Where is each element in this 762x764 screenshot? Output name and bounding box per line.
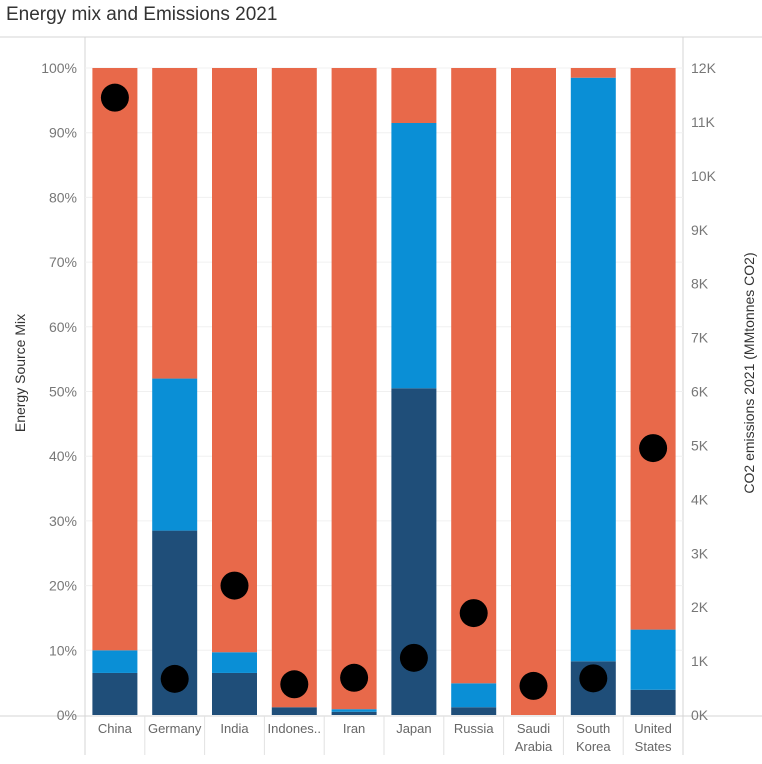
category-label: Korea xyxy=(576,739,611,754)
bar-segment-1-indones-[interactable] xyxy=(272,707,317,715)
y2-tick-label: 6K xyxy=(691,384,709,400)
category-label: Germany xyxy=(148,721,202,736)
category-label: Iran xyxy=(343,721,365,736)
bar-segment-1-united-states[interactable] xyxy=(631,690,676,715)
bar-segment-1-india[interactable] xyxy=(212,673,257,715)
y-tick-label: 50% xyxy=(49,384,77,400)
bar-segment-3-india[interactable] xyxy=(212,68,257,652)
emission-dot-japan[interactable] xyxy=(400,644,428,672)
bar-segment-2-russia[interactable] xyxy=(451,683,496,707)
category-label: Japan xyxy=(396,721,431,736)
bar-segment-3-china[interactable] xyxy=(92,68,137,650)
bar-segment-1-china[interactable] xyxy=(92,673,137,715)
y2-tick-label: 11K xyxy=(691,114,716,130)
y2-tick-label: 4K xyxy=(691,491,709,507)
bar-segment-2-united-states[interactable] xyxy=(631,630,676,690)
bar-segment-2-china[interactable] xyxy=(92,650,137,673)
bar-segment-3-saudi-arabia[interactable] xyxy=(511,68,556,715)
y-tick-label: 100% xyxy=(41,60,77,76)
y2-tick-label: 1K xyxy=(691,653,709,669)
emission-dot-iran[interactable] xyxy=(340,664,368,692)
bar-segment-3-russia[interactable] xyxy=(451,68,496,683)
bar-segment-2-iran[interactable] xyxy=(332,709,377,712)
y-axis-title: Energy Source Mix xyxy=(12,314,28,432)
emission-dot-india[interactable] xyxy=(221,572,249,600)
y2-tick-label: 3K xyxy=(691,545,709,561)
y-tick-label: 40% xyxy=(49,448,77,464)
category-label: Russia xyxy=(454,721,495,736)
category-label: China xyxy=(98,721,133,736)
y-tick-label: 10% xyxy=(49,642,77,658)
y2-tick-label: 2K xyxy=(691,599,709,615)
y2-tick-label: 10K xyxy=(691,168,717,184)
bar-segment-2-germany[interactable] xyxy=(152,379,197,531)
category-label: Saudi xyxy=(517,721,550,736)
category-label: States xyxy=(635,739,672,754)
emission-dot-russia[interactable] xyxy=(460,599,488,627)
y2-tick-label: 0K xyxy=(691,707,709,723)
y-tick-label: 90% xyxy=(49,125,77,141)
category-label: Arabia xyxy=(515,739,553,754)
bar-segment-2-india[interactable] xyxy=(212,652,257,673)
bar-segment-3-iran[interactable] xyxy=(332,68,377,709)
y2-tick-label: 12K xyxy=(691,60,717,76)
emission-dot-indones-[interactable] xyxy=(280,670,308,698)
category-labels: China Germany India Indones.. Iran Japan Russi… xyxy=(98,721,672,754)
y2-tick-label: 9K xyxy=(691,222,709,238)
category-label: United xyxy=(634,721,672,736)
category-label: South xyxy=(576,721,610,736)
bar-segment-1-iran[interactable] xyxy=(332,712,377,715)
category-label: India xyxy=(220,721,249,736)
category-label: Indones.. xyxy=(268,721,322,736)
y-tick-label: 0% xyxy=(57,707,77,723)
bar-segment-2-japan[interactable] xyxy=(391,123,436,388)
emission-dot-china[interactable] xyxy=(101,84,129,112)
y-tick-label: 60% xyxy=(49,319,77,335)
y2-tick-label: 7K xyxy=(691,330,709,346)
bar-segment-2-south-korea[interactable] xyxy=(571,78,616,662)
y-tick-label: 80% xyxy=(49,189,77,205)
bar-segment-3-united-states[interactable] xyxy=(631,68,676,630)
bar-segment-3-south-korea[interactable] xyxy=(571,68,616,78)
y2-axis-title: CO2 emissions 2021 (MMtonnes CO2) xyxy=(741,252,757,493)
emission-dot-united-states[interactable] xyxy=(639,434,667,462)
y2-tick-label: 5K xyxy=(691,437,709,453)
emission-dot-south-korea[interactable] xyxy=(579,664,607,692)
bar-segment-3-indones-[interactable] xyxy=(272,68,317,707)
y2-tick-label: 8K xyxy=(691,276,709,292)
bar-segment-1-russia[interactable] xyxy=(451,707,496,715)
y-tick-label: 70% xyxy=(49,254,77,270)
bar-segment-3-japan[interactable] xyxy=(391,68,436,123)
y-tick-label: 20% xyxy=(49,578,77,594)
bar-segment-3-germany[interactable] xyxy=(152,68,197,379)
y-tick-label: 30% xyxy=(49,513,77,529)
emission-dot-germany[interactable] xyxy=(161,665,189,693)
emission-dot-saudi-arabia[interactable] xyxy=(520,672,548,700)
